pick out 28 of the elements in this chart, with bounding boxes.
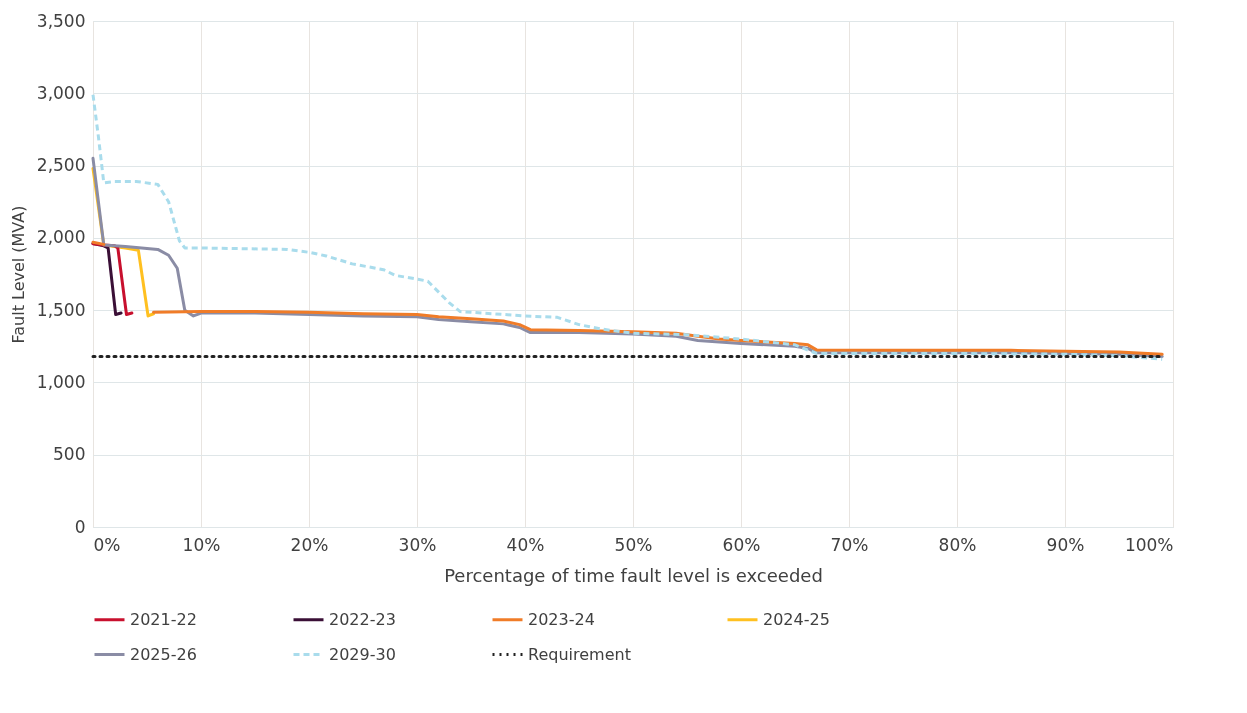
y-tick-label: 0 [74,516,86,537]
legend-label: 2025-26 [130,644,197,664]
x-tick-label: 80% [938,534,977,555]
y-tick-label: 2,500 [36,155,86,176]
x-tick-label: 10% [182,534,221,555]
y-tick-label: 1,500 [36,299,86,320]
y-tick-label: 3,500 [36,10,86,31]
legend-label: 2029-30 [329,644,396,664]
y-axis-title: Fault Level (MVA) [8,205,28,344]
y-tick-label: 1,000 [36,371,86,392]
x-tick-label: 0% [93,534,121,555]
x-tick-label: 100% [1124,534,1174,555]
x-tick-label: 50% [614,534,653,555]
x-axis-title: Percentage of time fault level is exceeded [444,564,823,586]
x-tick-label: 90% [1046,534,1085,555]
legend-label: 2022-23 [329,609,396,629]
y-tick-label: 500 [53,444,86,465]
x-tick-label: 40% [506,534,545,555]
legend-label: Requirement [528,644,631,664]
legend-label: 2023-24 [528,609,595,629]
x-tick-label: 70% [830,534,869,555]
x-tick-label: 20% [290,534,329,555]
legend-label: 2024-25 [763,609,830,629]
legend-label: 2021-22 [130,609,197,629]
x-tick-label: 60% [722,534,761,555]
y-tick-label: 2,000 [36,227,86,248]
x-tick-label: 30% [398,534,437,555]
y-tick-label: 3,000 [36,82,86,103]
